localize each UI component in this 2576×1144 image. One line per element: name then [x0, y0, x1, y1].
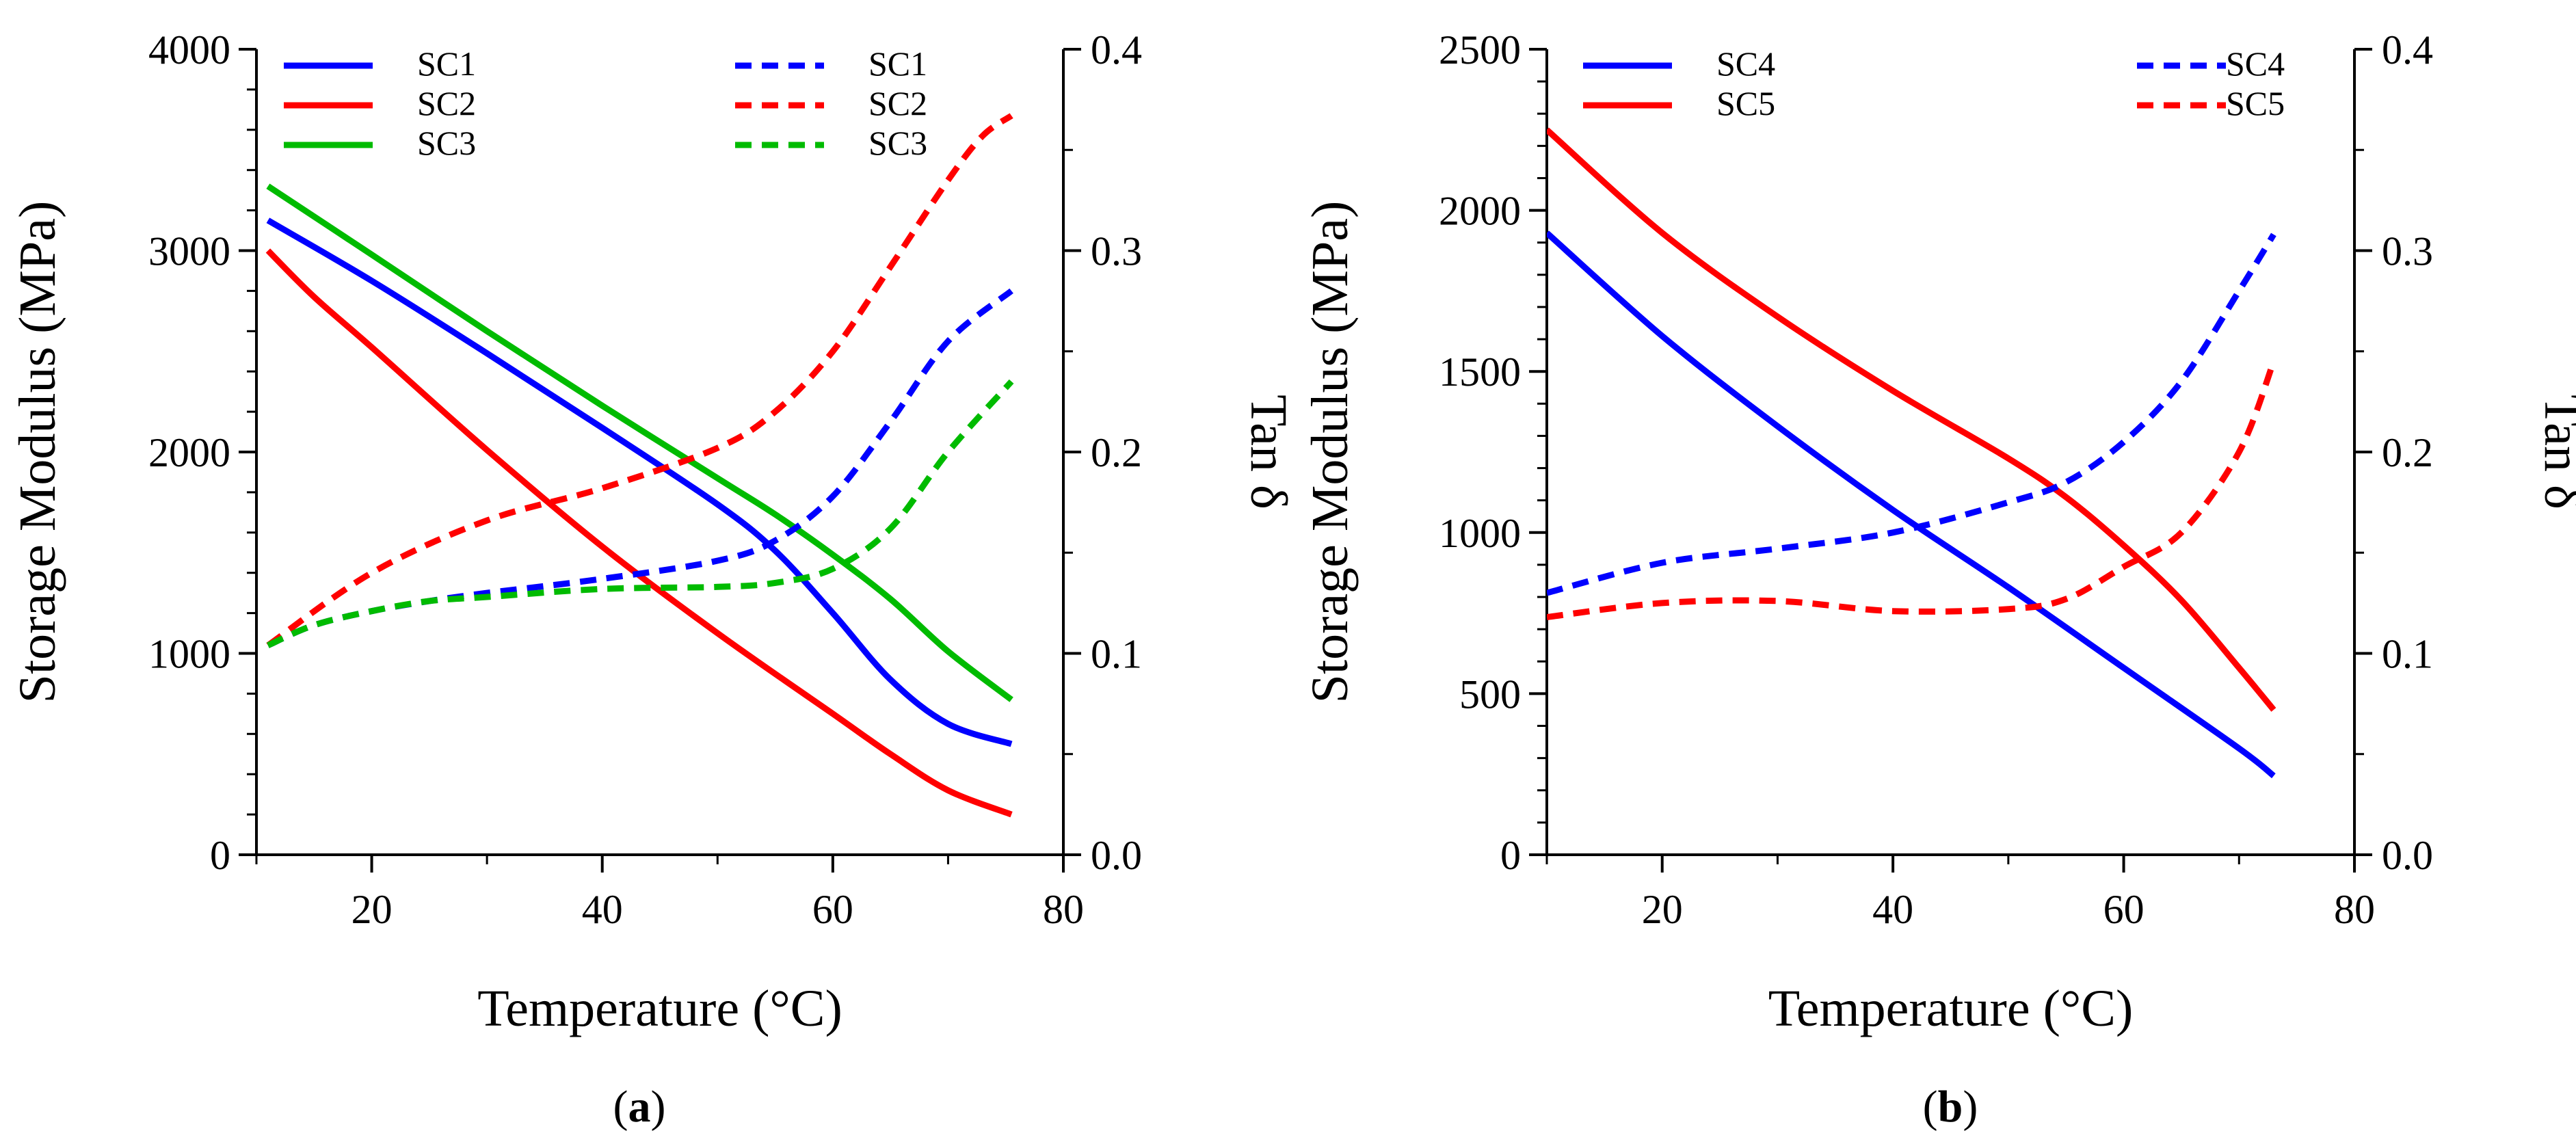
y-tick-label: 0 — [1500, 833, 1521, 878]
x-tick-label: 80 — [1043, 887, 1084, 932]
panel-label-close: ) — [1963, 1082, 1978, 1132]
series-line-sc4-tan-delta — [1547, 232, 2276, 596]
x-tick-label: 20 — [351, 887, 393, 932]
panel-label: (a) — [613, 1082, 666, 1132]
x-tick-label: 80 — [2334, 887, 2375, 932]
series-line-sc1-storage-modulus — [266, 217, 1013, 747]
y2-tick-label: 0.4 — [2382, 27, 2433, 72]
y2-tick-label: 0.1 — [1091, 632, 1142, 677]
panel-label-letter: b — [1938, 1082, 1963, 1132]
panel-label-open: ( — [613, 1082, 628, 1132]
series-line-sc5-storage-modulus — [1547, 127, 2276, 712]
series-line-sc3-tan-delta — [267, 379, 1014, 648]
chart-panel-a: 0 1000 2000 3000 4000 0.0 0.1 0.2 0.3 0.4 20 40 60 80… — [9, 27, 1297, 1132]
legend-label-sc5: SC5 — [1716, 84, 1775, 122]
panel-label-letter: a — [628, 1082, 651, 1132]
y2-tick-label: 0.3 — [2382, 229, 2433, 274]
series-line-sc4-storage-modulus — [1547, 230, 2276, 779]
legend-label-sc4: SC4 — [2226, 44, 2285, 83]
legend-label-sc1: SC1 — [417, 44, 476, 83]
y-tick-label: 3000 — [148, 229, 230, 274]
x-tick-label: 60 — [2103, 887, 2145, 932]
x-axis-title: Temperature (°C) — [1768, 980, 2134, 1037]
y-tick-label: 2000 — [1439, 189, 1521, 234]
y2-axis-title: Tan δ — [2534, 395, 2576, 509]
y-tick-label: 1000 — [148, 632, 230, 677]
series-line-sc3-storage-modulus — [266, 183, 1013, 702]
y2-tick-label: 0.4 — [1091, 27, 1142, 72]
x-tick-label: 20 — [1642, 887, 1683, 932]
panel-label-open: ( — [1923, 1082, 1938, 1132]
y-axis-title: Storage Modulus (MPa) — [9, 201, 66, 704]
chart-panel-b: 0 500 1000 1500 2000 2500 0.0 0.1 0.2 0.3 0.4 20 40 6… — [1301, 27, 2576, 1132]
legend-label-sc2: SC2 — [868, 84, 927, 122]
series-line-sc2-tan-delta — [266, 113, 1013, 648]
y-tick-label: 4000 — [148, 27, 230, 72]
y2-tick-label: 0.0 — [2382, 833, 2433, 878]
y2-tick-label: 0.0 — [1091, 833, 1142, 878]
y2-axis-title: Tan δ — [1240, 395, 1297, 509]
x-axis-title: Temperature (°C) — [477, 980, 842, 1037]
y2-tick-label: 0.2 — [1091, 430, 1142, 475]
legend-label-sc1: SC1 — [868, 44, 927, 83]
y2-tick-label: 0.2 — [2382, 430, 2433, 475]
y-tick-label: 0 — [210, 833, 230, 878]
y2-tick-label: 0.1 — [2382, 632, 2433, 677]
y2-tick-label: 0.3 — [1091, 229, 1142, 274]
legend-label-sc4: SC4 — [1716, 44, 1775, 83]
legend-label-sc2: SC2 — [417, 84, 476, 122]
panel-label: (b) — [1923, 1082, 1978, 1132]
legend-label-sc5: SC5 — [2226, 84, 2285, 122]
legend-label-sc3: SC3 — [868, 124, 927, 162]
legend-label-sc3: SC3 — [417, 124, 476, 162]
y-tick-label: 1000 — [1439, 511, 1521, 556]
series-line-sc1-tan-delta — [267, 288, 1013, 648]
y-axis-title: Storage Modulus (MPa) — [1301, 201, 1359, 704]
panel-label-close: ) — [651, 1082, 666, 1132]
x-tick-label: 60 — [812, 887, 853, 932]
y-tick-label: 1500 — [1439, 349, 1521, 395]
x-tick-label: 40 — [582, 887, 623, 932]
series-line-sc5-tan-delta — [1547, 360, 2277, 620]
y-tick-label: 2000 — [148, 430, 230, 475]
x-tick-label: 40 — [1872, 887, 1913, 932]
y-tick-label: 2500 — [1439, 27, 1521, 72]
series-line-sc2-storage-modulus — [265, 248, 1013, 818]
y-tick-label: 500 — [1459, 671, 1521, 717]
